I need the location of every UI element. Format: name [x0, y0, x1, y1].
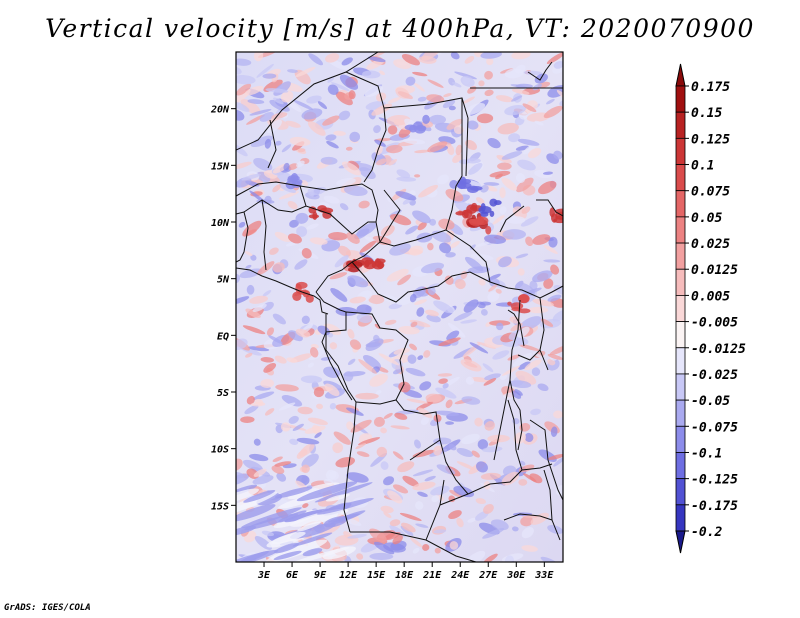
lat-tick-label: 15N	[211, 161, 230, 172]
velocity-field	[236, 52, 563, 562]
colorbar-swatch	[675, 295, 686, 322]
colorbar-label: -0.05	[691, 394, 730, 409]
lat-tick-label: 5S	[217, 388, 229, 399]
longitude-axis: 3E 6E 9E 12E 15E 18E 21E 24E 27E 30E 33E	[257, 562, 554, 581]
lon-tick-label: 33E	[534, 570, 554, 581]
lon-tick-label: 21E	[422, 570, 442, 581]
latitude-axis: 20N 15N 10N 5N EQ 5S 10S 15S	[210, 105, 236, 512]
colorbar-swatch	[675, 268, 686, 296]
colorbar-label: -0.005	[691, 316, 738, 331]
colorbar-label: 0.025	[691, 237, 730, 252]
map-frame	[235, 51, 564, 563]
colorbar: 0.175 0.15 0.125 0.1 0.075 0.05 0.025 0.0125 0.0…	[675, 63, 746, 554]
colorbar-label: -0.075	[691, 420, 738, 435]
lon-tick-label: 3E	[257, 570, 271, 581]
lon-tick-label: 12E	[339, 570, 358, 581]
colorbar-label: -0.025	[691, 368, 738, 383]
lat-tick-label: 15S	[211, 501, 229, 512]
lon-tick-label: 30E	[506, 570, 526, 581]
colorbar-label: -0.125	[691, 473, 738, 488]
lat-tick-label: 10S	[211, 445, 229, 456]
lon-tick-label: 9E	[314, 570, 327, 581]
colorbar-swatch	[675, 478, 686, 506]
colorbar-label: 0.1	[691, 159, 714, 174]
colorbar-swatch	[675, 164, 686, 192]
map-title: Vertical velocity [m/s] at 400hPa, VT: 2…	[45, 14, 755, 43]
colorbar-label: -0.2	[691, 525, 722, 540]
colorbar-label: -0.1	[691, 446, 722, 461]
country-borders	[236, 52, 563, 562]
colorbar-label: 0.075	[691, 185, 730, 200]
colorbar-swatch	[675, 216, 686, 244]
colorbar-label: 0.005	[691, 289, 730, 304]
colorbar-swatch	[675, 425, 686, 453]
colorbar-label: 0.175	[691, 80, 730, 95]
colorbar-label: -0.175	[691, 499, 738, 514]
grads-credit: GrADS: IGES/COLA	[4, 603, 91, 613]
colorbar-swatch	[675, 242, 686, 270]
colorbar-label: 0.125	[691, 132, 730, 147]
colorbar-swatch	[675, 399, 686, 427]
lat-tick-label: 10N	[211, 218, 230, 229]
colorbar-top-triangle	[675, 63, 686, 87]
lon-tick-label: 27E	[478, 570, 498, 581]
colorbar-swatch	[675, 504, 686, 532]
colorbar-swatch	[675, 190, 686, 218]
colorbar-bottom-triangle	[675, 530, 686, 554]
lon-tick-label: 24E	[450, 570, 470, 581]
colorbar-swatch	[675, 452, 686, 480]
lat-tick-label: EQ	[217, 331, 229, 342]
lat-tick-label: 5N	[217, 275, 230, 286]
lon-tick-label: 15E	[367, 570, 386, 581]
colorbar-swatch	[675, 137, 686, 165]
lat-tick-label: 20N	[210, 105, 230, 116]
colorbar-label: -0.0125	[691, 342, 746, 357]
colorbar-swatch	[675, 321, 686, 349]
lon-tick-label: 6E	[286, 570, 299, 581]
colorbar-label: 0.15	[691, 106, 722, 121]
colorbar-swatch	[675, 373, 686, 401]
colorbar-label: 0.0125	[691, 263, 738, 278]
lon-tick-label: 18E	[395, 570, 414, 581]
colorbar-swatch	[675, 111, 686, 139]
colorbar-swatch	[675, 347, 686, 375]
colorbar-label: 0.05	[691, 211, 722, 226]
map-figure: 20N 15N 10N 5N EQ 5S 10S 15S 3E 6E 9E 12E 15E 18E 21E…	[210, 51, 746, 581]
colorbar-swatch	[675, 85, 686, 113]
